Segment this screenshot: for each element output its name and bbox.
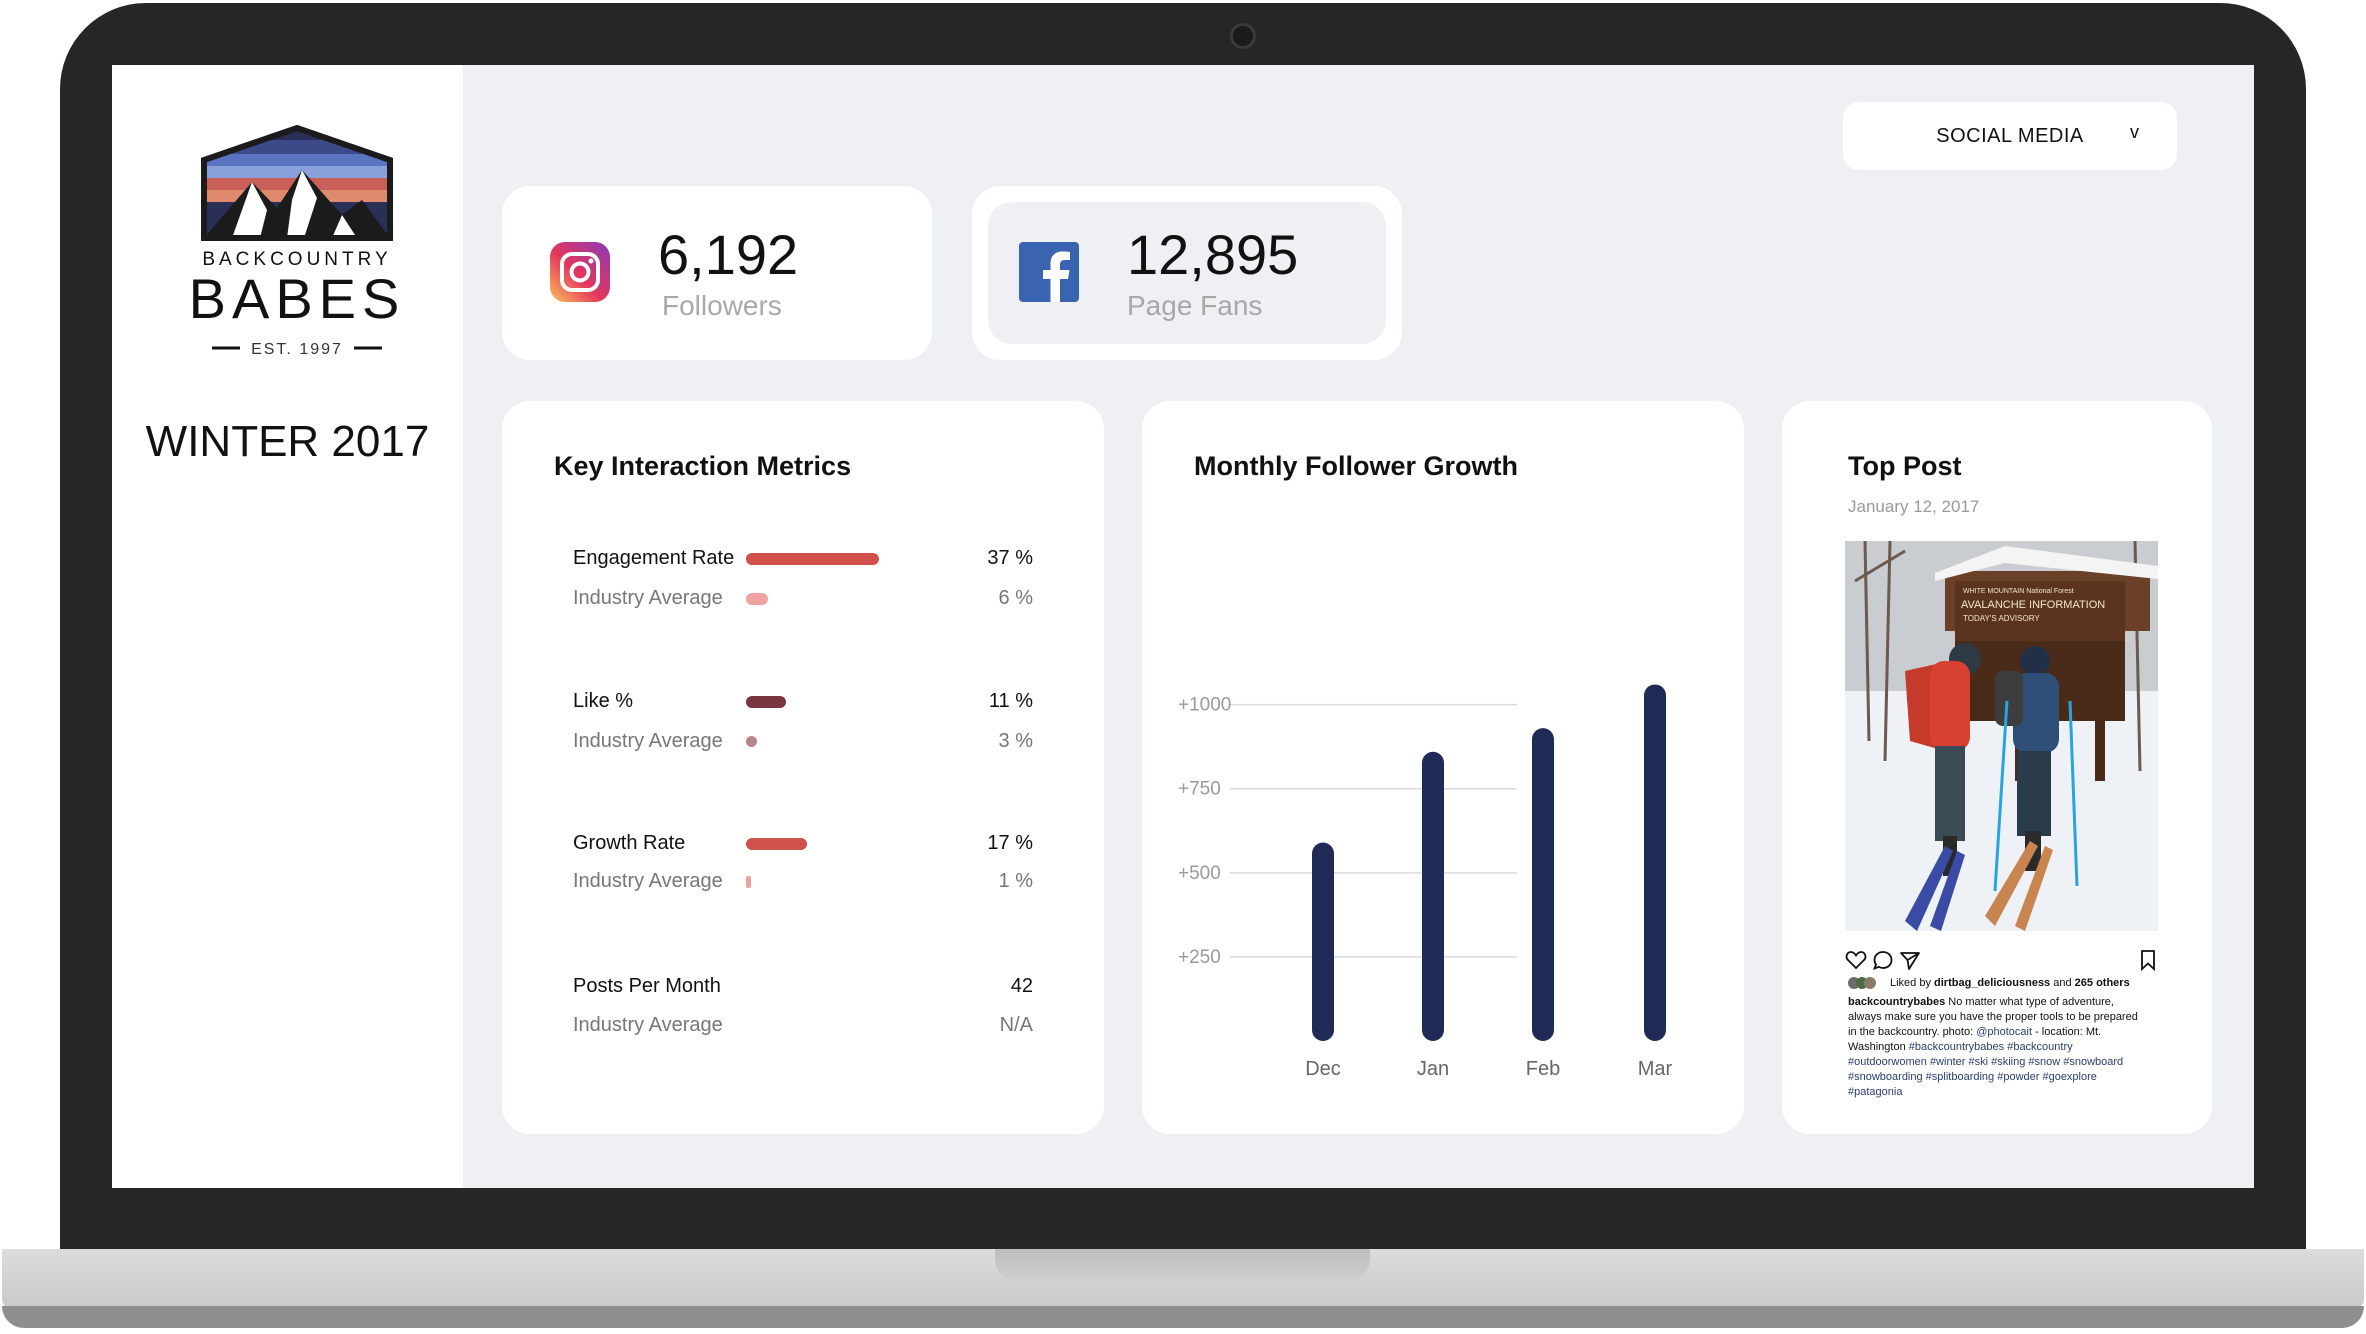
follower-growth-title: Monthly Follower Growth (1194, 451, 1518, 481)
caption-user[interactable]: backcountrybabes (1848, 996, 1946, 1008)
instagram-followers-label: Followers (662, 290, 782, 321)
top-post-card: Top Post January 12, 2017 WHITE MOUNTAIN… (1782, 401, 2212, 1134)
key-metrics-title: Key Interaction Metrics (554, 451, 852, 481)
facebook-fans-value: 12,895 (1127, 223, 1299, 286)
metric-value: 37 % (987, 547, 1033, 569)
likes-prefix: Liked by (1890, 977, 1935, 989)
industry-average-label: Industry Average (573, 730, 723, 752)
bookmark-icon[interactable] (2137, 949, 2159, 971)
x-tick-label: Mar (1638, 1058, 1673, 1080)
y-tick-label: +750 (1178, 779, 1221, 800)
heart-icon[interactable] (1845, 949, 1867, 971)
photo-sign-forest: WHITE MOUNTAIN National Forest (1963, 588, 2074, 595)
liked-by-avatars (1848, 977, 1890, 990)
engagement-average-bar (746, 593, 768, 605)
metric-value: 11 % (988, 690, 1033, 712)
channel-dropdown[interactable]: SOCIAL MEDIA v (1843, 102, 2177, 170)
industry-average-label: Industry Average (573, 587, 723, 609)
photo-sign-advisory: TODAY'S ADVISORY (1963, 614, 2040, 623)
camera (1230, 23, 1256, 49)
comment-icon[interactable] (1872, 949, 1894, 971)
caption-hashtags[interactable]: #backcountrybabes #backcountry #outdoorw… (1848, 1041, 2124, 1098)
bar-mar[interactable] (1644, 684, 1666, 1041)
top-post-photo[interactable]: WHITE MOUNTAIN National Forest AVALANCHE… (1845, 541, 2158, 931)
share-icon[interactable] (1899, 949, 1921, 971)
likes-user[interactable]: dirtbag_deliciousness (1934, 977, 2051, 989)
instagram-stat-card: 6,192 Followers (502, 186, 932, 360)
industry-average-value: 6 % (998, 587, 1033, 609)
sidebar: BACKCOUNTRY BABES EST. 1997 WINTER 2017 (112, 65, 463, 1188)
engagement-rate-bar (746, 553, 879, 565)
metric-label: Posts Per Month (573, 975, 721, 997)
metric-label: Like % (573, 690, 634, 712)
industry-average-label: Industry Average (573, 1014, 723, 1036)
x-tick-label: Dec (1305, 1058, 1341, 1080)
metric-label: Growth Rate (573, 832, 686, 854)
dashboard-screen: BACKCOUNTRY BABES EST. 1997 WINTER 2017 … (112, 65, 2254, 1188)
y-tick-label: +1000 (1178, 695, 1231, 716)
follower-growth-card: Monthly Follower Growth +250 +500 +750 +100… (1142, 401, 1744, 1134)
y-tick-label: +250 (1178, 947, 1221, 968)
season-title: WINTER 2017 (145, 417, 430, 466)
bar-feb[interactable] (1532, 728, 1554, 1041)
growth-rate-bar (746, 838, 807, 850)
key-metrics-card: Key Interaction Metrics Engagement Rate … (502, 401, 1104, 1134)
metric-label: Engagement Rate (573, 547, 735, 569)
facebook-fans-label: Page Fans (1127, 290, 1263, 321)
laptop-notch (995, 1249, 1370, 1281)
laptop-base-edge (2, 1306, 2364, 1328)
industry-average-value: 3 % (998, 730, 1033, 752)
likes-count[interactable]: 265 others (2074, 977, 2130, 989)
chevron-down-icon: v (2130, 122, 2139, 142)
caption-mention[interactable]: @photocait (1976, 1026, 2033, 1038)
like-average-bar (746, 736, 757, 747)
top-post-title: Top Post (1848, 451, 1962, 481)
brand-name-top: BACKCOUNTRY (202, 249, 391, 270)
bar-dec[interactable] (1312, 842, 1334, 1041)
photo-sign-title: AVALANCHE INFORMATION (1961, 599, 2105, 611)
growth-average-bar (746, 876, 751, 888)
like-percent-bar (746, 696, 786, 708)
y-tick-label: +500 (1178, 863, 1221, 884)
chart-plot: +250 +500 +750 +1000 Dec Jan Feb Mar (1178, 684, 1673, 1080)
metric-value: 42 (1010, 975, 1033, 997)
industry-average-value: N/A (999, 1014, 1033, 1036)
caption-text: No matter what type of adventure, always… (1848, 996, 2138, 1038)
top-post-caption: backcountrybabes No matter what type of … (1848, 995, 2148, 1100)
metric-value: 17 % (987, 832, 1033, 854)
instagram-followers-value: 6,192 (658, 223, 799, 286)
top-post-likes: Liked by dirtbag_deliciousness and 265 o… (1848, 977, 2130, 990)
x-tick-label: Feb (1526, 1058, 1560, 1080)
instagram-icon (550, 242, 610, 302)
industry-average-value: 1 % (998, 870, 1033, 892)
likes-mid: and (2050, 977, 2075, 989)
follower-growth-chart: +250 +500 +750 +1000 Dec Jan Feb Mar (1178, 684, 1673, 1080)
top-post-date: January 12, 2017 (1848, 497, 1980, 516)
dropdown-label: SOCIAL MEDIA (1936, 124, 2084, 147)
facebook-icon (1019, 242, 1079, 302)
facebook-stat-card: 12,895 Page Fans (972, 186, 1402, 360)
industry-average-label: Industry Average (573, 870, 723, 892)
brand-name-main: BABES (192, 267, 402, 330)
caption-location: - location: Mt. Washington (1848, 1026, 2102, 1053)
brand-established: EST. 1997 (251, 341, 343, 358)
x-tick-label: Jan (1417, 1058, 1449, 1080)
bar-jan[interactable] (1422, 751, 1444, 1041)
brand-logo: BACKCOUNTRY BABES EST. 1997 (192, 124, 402, 358)
